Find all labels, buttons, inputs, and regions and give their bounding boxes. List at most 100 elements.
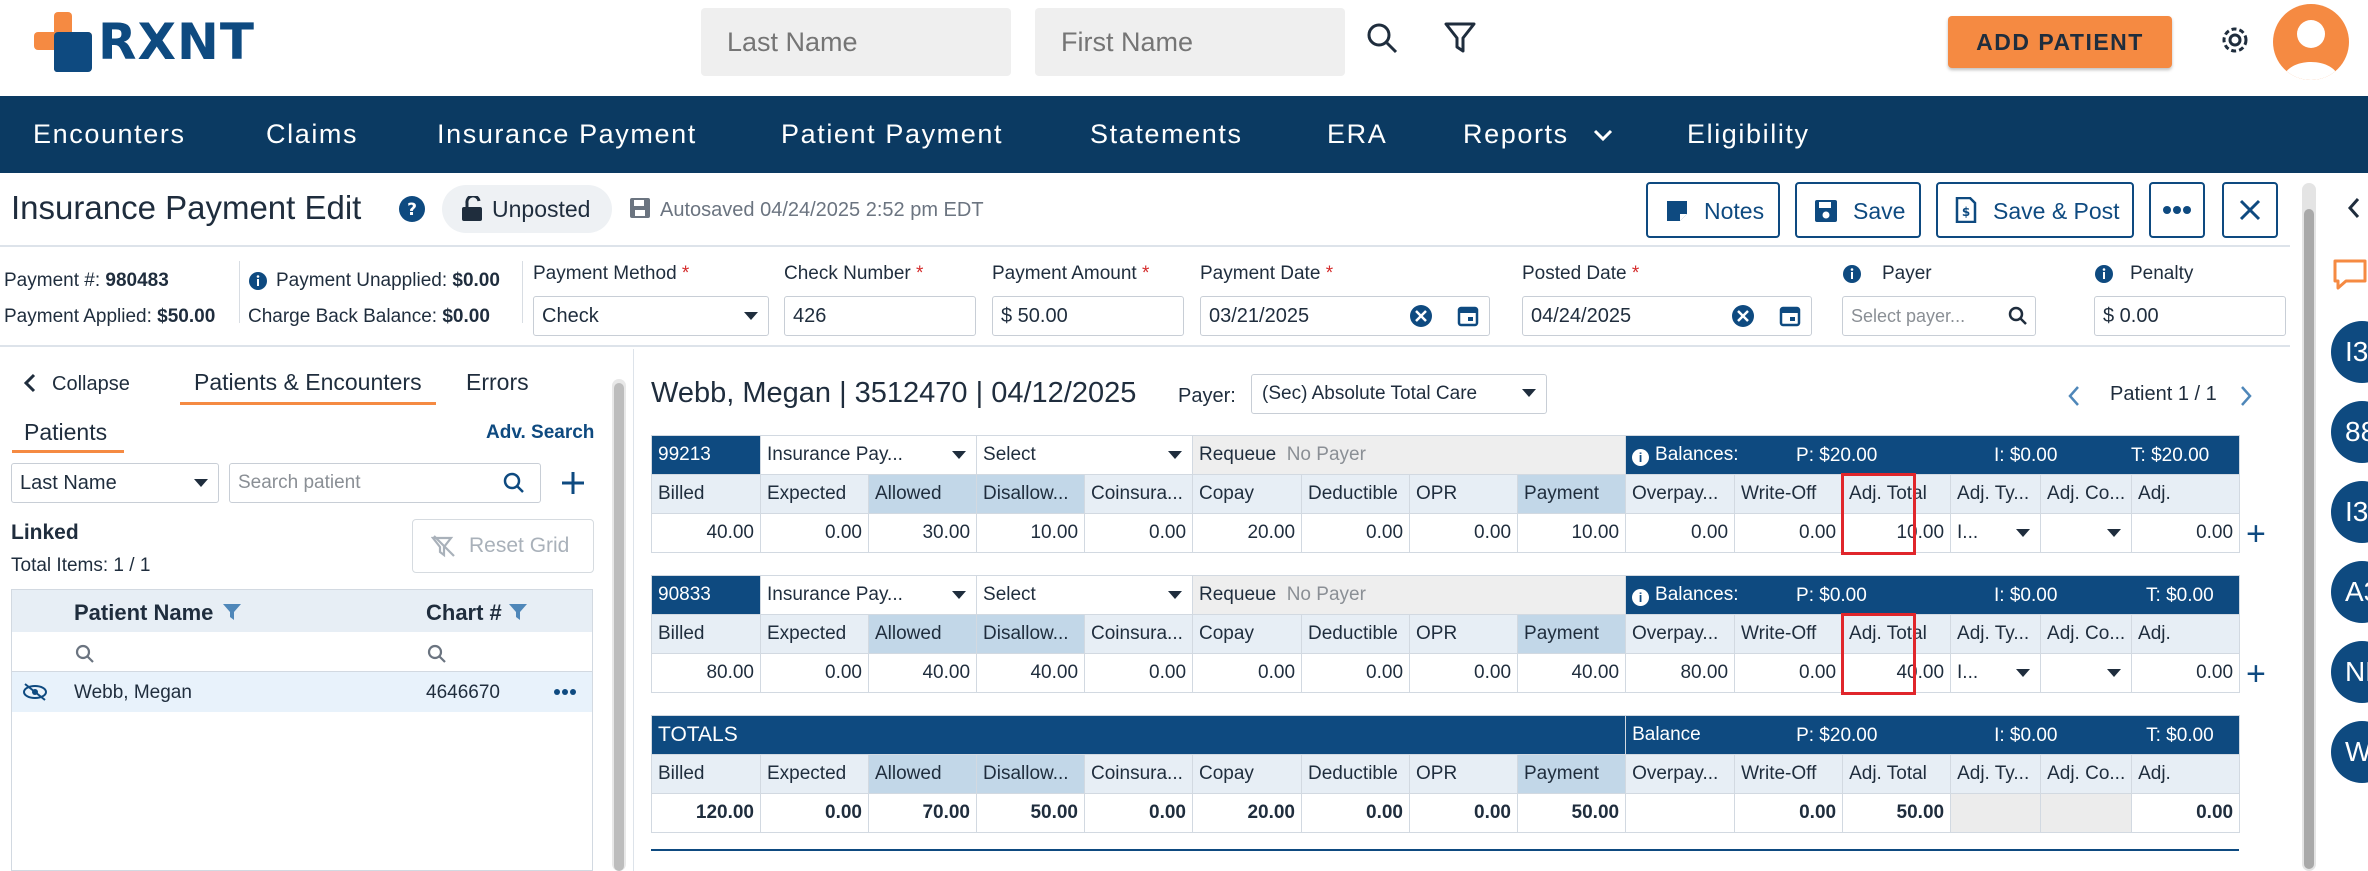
patients-tab[interactable]: Patients — [24, 419, 108, 445]
previous-patient-icon[interactable] — [2066, 385, 2082, 407]
adj-type-select[interactable]: I... — [1950, 653, 2042, 693]
chevron-left-icon[interactable] — [22, 373, 38, 393]
adj-code-select[interactable] — [2040, 513, 2133, 553]
search-icon[interactable] — [427, 644, 447, 664]
payment-amount-input[interactable] — [992, 296, 1184, 336]
search-icon[interactable] — [2008, 306, 2028, 326]
expected-input[interactable]: 0.00 — [760, 513, 869, 553]
patient-name-cell[interactable]: Webb, Megan — [74, 682, 192, 703]
check-number-input[interactable] — [784, 296, 976, 336]
nav-insurance-payment[interactable]: Insurance Payment — [437, 119, 697, 149]
scrollbar-thumb[interactable] — [2304, 209, 2314, 869]
save-and-post-button[interactable]: $ Save & Post — [1936, 182, 2134, 238]
billed-input[interactable]: 80.00 — [651, 653, 761, 693]
payment-method-select[interactable]: Check — [533, 296, 769, 336]
overpayment-input[interactable]: 80.00 — [1625, 653, 1736, 693]
nav-claims[interactable]: Claims — [266, 119, 359, 149]
penalty-input[interactable] — [2094, 296, 2286, 336]
advanced-search-link[interactable]: Adv. Search — [486, 422, 595, 443]
close-button[interactable] — [2222, 182, 2278, 238]
reset-grid-button[interactable]: Reset Grid — [412, 519, 594, 573]
save-button[interactable]: Save — [1795, 182, 1921, 238]
tab-patients-encounters[interactable]: Patients & Encounters — [194, 369, 422, 395]
queue-badge[interactable]: I3 — [2331, 321, 2368, 383]
first-name-search-input[interactable] — [1035, 8, 1345, 76]
queue-badge[interactable]: W1 — [2331, 721, 2368, 783]
chevron-left-icon[interactable] — [2346, 197, 2362, 219]
nav-patient-payment[interactable]: Patient Payment — [781, 119, 1004, 149]
copay-input[interactable]: 0.00 — [1192, 653, 1303, 693]
next-patient-icon[interactable] — [2238, 385, 2254, 407]
payment-type-select[interactable]: Insurance Pay... — [759, 435, 978, 475]
filter-icon[interactable] — [1440, 18, 1480, 58]
payment-input[interactable]: 10.00 — [1517, 513, 1627, 553]
search-icon[interactable] — [75, 644, 95, 664]
posted-date-field[interactable]: 04/24/2025 — [1522, 296, 1812, 336]
deductible-input[interactable]: 0.00 — [1301, 513, 1411, 553]
last-name-search-input[interactable] — [701, 8, 1011, 76]
column-chart-number[interactable]: Chart # — [426, 600, 502, 625]
nav-reports[interactable]: Reports — [1463, 96, 1614, 173]
column-filter-icon[interactable] — [508, 602, 528, 622]
clear-icon[interactable] — [1731, 304, 1755, 328]
info-icon[interactable] — [1842, 264, 1862, 284]
disallowed-input[interactable]: 10.00 — [976, 513, 1086, 553]
encounter-payer-select[interactable]: (Sec) Absolute Total Care — [1251, 374, 1547, 414]
payer-search-field[interactable]: Select payer... — [1842, 296, 2036, 336]
adjustment-select[interactable]: Select — [976, 435, 1194, 475]
add-adjustment-plus-icon[interactable]: + — [2246, 655, 2266, 693]
info-icon[interactable] — [2094, 264, 2114, 284]
more-options-button[interactable] — [2149, 182, 2205, 238]
write-off-input[interactable]: 0.00 — [1734, 653, 1844, 693]
payment-input[interactable]: 40.00 — [1517, 653, 1627, 693]
adjustment-select[interactable]: Select — [976, 575, 1194, 615]
info-icon[interactable]: i — [1632, 589, 1650, 606]
write-off-input[interactable]: 0.00 — [1734, 513, 1844, 553]
deductible-input[interactable]: 0.00 — [1301, 653, 1411, 693]
chat-icon[interactable] — [2332, 257, 2368, 291]
search-patient-input[interactable]: Search patient — [229, 463, 541, 503]
billed-input[interactable]: 40.00 — [651, 513, 761, 553]
page-scrollbar[interactable] — [2302, 183, 2316, 871]
user-avatar[interactable] — [2273, 4, 2349, 80]
scrollbar-thumb[interactable] — [614, 383, 624, 871]
queue-badge[interactable]: 88 — [2331, 401, 2368, 463]
adj-input[interactable]: 0.00 — [2131, 513, 2241, 553]
queue-badge[interactable]: NE — [2331, 641, 2368, 703]
opr-input[interactable]: 0.00 — [1409, 513, 1519, 553]
gear-icon[interactable] — [2215, 20, 2255, 60]
copay-input[interactable]: 20.00 — [1192, 513, 1303, 553]
payment-type-select[interactable]: Insurance Pay... — [759, 575, 978, 615]
allowed-input[interactable]: 30.00 — [867, 513, 978, 553]
nav-era[interactable]: ERA — [1327, 119, 1388, 149]
rxnt-logo[interactable]: RXNT — [34, 12, 255, 72]
calendar-icon[interactable] — [1779, 305, 1801, 327]
info-icon[interactable] — [248, 271, 268, 291]
adj-input[interactable]: 0.00 — [2131, 653, 2241, 693]
tab-errors[interactable]: Errors — [466, 369, 529, 395]
add-adjustment-plus-icon[interactable]: + — [2246, 515, 2266, 553]
row-menu-icon[interactable] — [554, 688, 576, 696]
disallowed-input[interactable]: 40.00 — [976, 653, 1086, 693]
search-icon[interactable] — [1362, 18, 1402, 58]
expected-input[interactable]: 0.00 — [760, 653, 869, 693]
collapse-button[interactable]: Collapse — [52, 373, 130, 395]
nav-statements[interactable]: Statements — [1090, 119, 1243, 149]
adj-code-select[interactable] — [2040, 653, 2133, 693]
overpayment-input[interactable]: 0.00 — [1625, 513, 1736, 553]
column-filter-icon[interactable] — [222, 602, 242, 622]
queue-badge[interactable]: A3 — [2331, 561, 2368, 623]
allowed-input[interactable]: 40.00 — [867, 653, 978, 693]
calendar-icon[interactable] — [1457, 305, 1479, 327]
nav-encounters[interactable]: Encounters — [33, 119, 186, 149]
patient-filter-select[interactable]: Last Name — [11, 463, 219, 503]
notes-button[interactable]: Notes — [1646, 182, 1780, 238]
table-row[interactable]: Webb, Megan 4646670 — [12, 672, 592, 712]
panel-scrollbar[interactable] — [612, 379, 626, 871]
add-patient-button[interactable]: ADD PATIENT — [1948, 16, 2172, 68]
search-icon[interactable] — [503, 472, 525, 494]
requeue-cell[interactable]: Requeue No Payer — [1192, 575, 1627, 615]
help-icon[interactable]: ? — [398, 195, 426, 223]
opr-input[interactable]: 0.00 — [1409, 653, 1519, 693]
column-patient-name[interactable]: Patient Name — [74, 600, 214, 625]
